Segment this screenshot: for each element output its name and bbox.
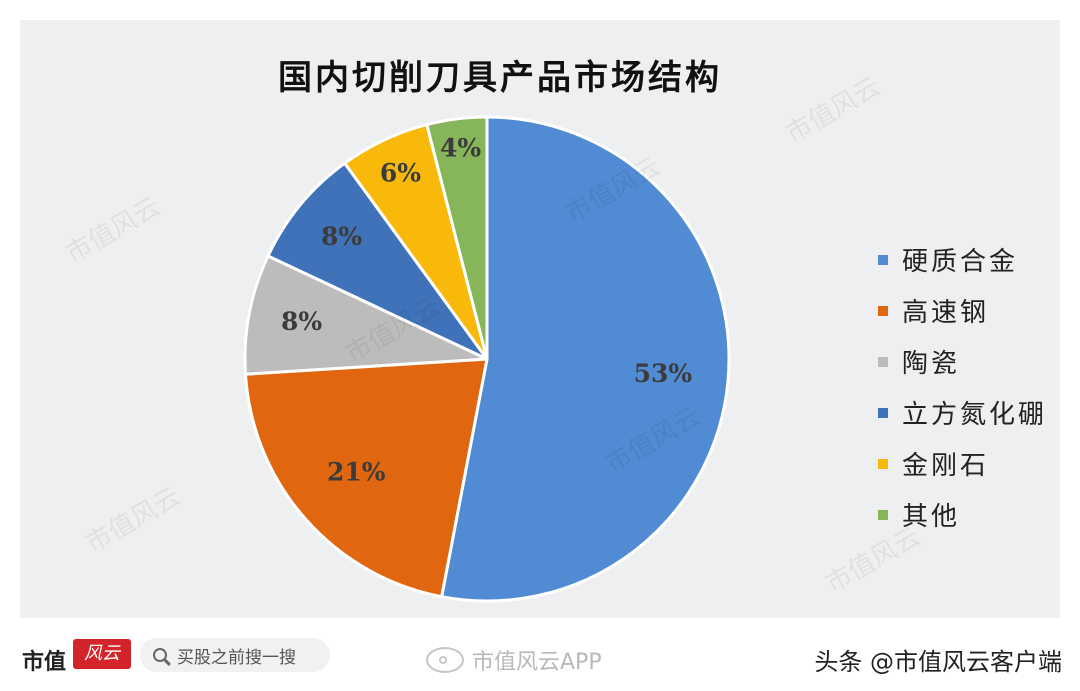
slice-label: 8% bbox=[321, 222, 362, 251]
legend-item: 金刚石 bbox=[878, 438, 1047, 489]
legend-item: 其他 bbox=[878, 489, 1047, 540]
chart-title: 国内切削刀具产品市场结构 bbox=[278, 58, 722, 98]
slice-label: 6% bbox=[380, 159, 421, 188]
legend-item: 陶瓷 bbox=[878, 336, 1047, 387]
legend-swatch bbox=[878, 509, 888, 520]
legend-label: 硬质合金 bbox=[902, 247, 1019, 277]
legend-swatch bbox=[878, 305, 888, 316]
legend-label: 陶瓷 bbox=[902, 349, 961, 379]
slice-label: 21% bbox=[327, 458, 386, 487]
weibo-text: 市值风云APP bbox=[472, 650, 602, 675]
slice-label: 8% bbox=[281, 307, 322, 336]
legend-label: 金刚石 bbox=[902, 451, 990, 481]
brand-logo: 风云 bbox=[73, 639, 131, 669]
slice-label: 53% bbox=[634, 359, 693, 388]
chart-legend: 硬质合金高速钢陶瓷立方氮化硼金刚石其他 bbox=[878, 234, 1047, 540]
pie-slice bbox=[424, 115, 489, 360]
pie-slice bbox=[439, 115, 731, 603]
legend-item: 硬质合金 bbox=[878, 234, 1047, 285]
legend-swatch bbox=[878, 407, 888, 418]
chart-card: 国内切削刀具产品市场结构 53% 21% 8% 8% 6% 4% 硬质合金高速钢陶瓷立方氮… bbox=[20, 20, 1060, 618]
slice-label: 4% bbox=[440, 134, 481, 163]
weibo-icon bbox=[426, 647, 464, 673]
legend-swatch bbox=[878, 356, 888, 367]
pie-slice bbox=[266, 161, 489, 361]
legend-swatch bbox=[878, 254, 888, 265]
legend-label: 立方氮化硼 bbox=[902, 400, 1048, 430]
legend-item: 高速钢 bbox=[878, 285, 1047, 336]
legend-label: 其他 bbox=[902, 502, 961, 532]
footer-bar: 市值 风云 买股之前搜一搜 市值风云APP 头条 @市值风云客户端 bbox=[0, 622, 1080, 691]
legend-item: 立方氮化硼 bbox=[878, 387, 1047, 438]
weibo-watermark: 市值风云APP bbox=[426, 644, 602, 676]
legend-label: 高速钢 bbox=[902, 298, 990, 328]
pie-slice bbox=[243, 357, 489, 599]
legend-swatch bbox=[878, 458, 888, 469]
search-placeholder: 买股之前搜一搜 bbox=[177, 647, 296, 668]
pie-slice bbox=[243, 253, 488, 376]
pie-chart: 53% 21% 8% 8% 6% 4% bbox=[243, 115, 731, 603]
search-box[interactable]: 买股之前搜一搜 bbox=[140, 638, 330, 672]
search-icon bbox=[153, 648, 167, 662]
brand-name: 市值 bbox=[22, 649, 67, 675]
toutiao-credit: 头条 @市值风云客户端 bbox=[814, 648, 1062, 676]
